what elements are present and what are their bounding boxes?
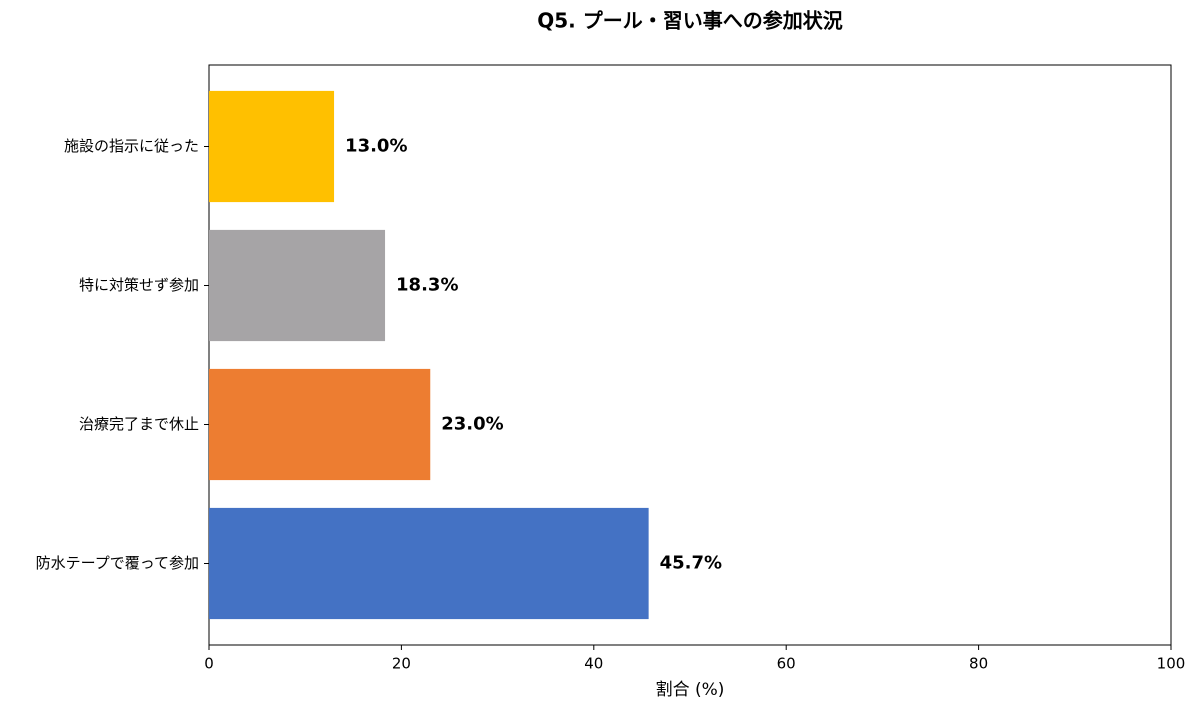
bar xyxy=(209,368,431,481)
x-tick-label: 0 xyxy=(204,655,214,673)
x-tick-label: 20 xyxy=(392,655,411,673)
y-tick-label: 特に対策せず参加 xyxy=(79,276,199,294)
y-tick-label: 治療完了まで休止 xyxy=(79,415,199,433)
bar xyxy=(209,90,335,203)
plot-frame xyxy=(208,64,1172,646)
y-tick-label: 防水テープで覆って参加 xyxy=(36,554,199,572)
value-label: 13.0% xyxy=(345,136,407,157)
value-label: 23.0% xyxy=(441,414,503,435)
x-tick-label: 80 xyxy=(969,655,988,673)
x-tick-label: 60 xyxy=(777,655,796,673)
bar xyxy=(209,229,386,342)
y-tick-label: 施設の指示に従った xyxy=(64,137,199,155)
value-label: 45.7% xyxy=(660,553,722,574)
chart-title: Q5. プール・習い事への参加状況 xyxy=(537,9,842,33)
x-tick-label: 40 xyxy=(584,655,603,673)
x-tick-label: 100 xyxy=(1157,655,1186,673)
bar xyxy=(209,507,649,620)
value-label: 18.3% xyxy=(396,275,458,296)
x-axis-label: 割合 (%) xyxy=(656,680,725,700)
